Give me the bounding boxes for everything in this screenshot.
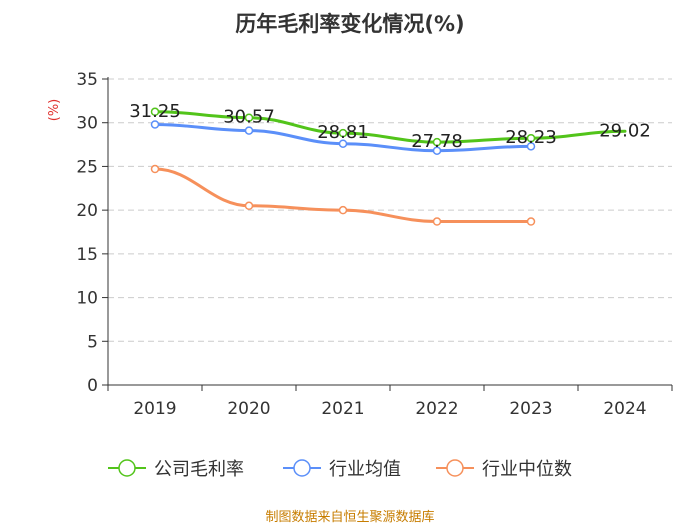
- data-label: 31.25: [129, 101, 181, 122]
- x-tick-label: 2020: [227, 399, 270, 419]
- y-tick-label: 15: [76, 245, 98, 265]
- data-point: [432, 217, 442, 226]
- y-tick-label: 30: [76, 114, 98, 134]
- x-tick-label: 2023: [509, 399, 552, 419]
- data-label: 27.78: [411, 131, 463, 152]
- legend-label: 行业中位数: [482, 459, 572, 480]
- legend-label: 行业均值: [329, 459, 401, 480]
- legend-swatch-marker: [293, 459, 311, 477]
- data-point: [338, 205, 348, 215]
- data-point: [526, 217, 536, 226]
- data-point: [432, 137, 442, 147]
- x-tick-label: 2022: [415, 399, 458, 419]
- data-point: [150, 120, 160, 129]
- data-label: 29.02: [599, 120, 651, 141]
- data-point: [526, 142, 536, 151]
- data-point: [244, 126, 254, 135]
- data-label: 30.57: [223, 107, 275, 128]
- y-tick-label: 10: [76, 289, 98, 309]
- source-note: 制图数据来自恒生聚源数据库: [265, 510, 435, 525]
- y-axis-label: (%): [47, 99, 62, 122]
- data-point: [526, 133, 536, 143]
- data-point: [338, 128, 348, 138]
- x-tick-label: 2019: [133, 399, 176, 419]
- legend-label: 公司毛利率: [154, 459, 244, 480]
- data-point: [338, 139, 348, 148]
- chart-title: 历年毛利率变化情况(%): [235, 12, 465, 36]
- legend-swatch-marker: [118, 459, 136, 477]
- x-tick-label: 2021: [321, 399, 364, 419]
- y-tick-label: 20: [76, 201, 98, 221]
- data-point: [150, 164, 160, 174]
- x-tick-label: 2024: [603, 399, 646, 419]
- y-tick-label: 0: [87, 376, 98, 396]
- data-point: [150, 107, 160, 117]
- y-tick-label: 25: [76, 157, 98, 177]
- data-point: [244, 201, 254, 211]
- y-tick-label: 5: [87, 332, 98, 352]
- data-label: 28.23: [505, 127, 557, 148]
- legend-swatch-marker: [446, 459, 464, 477]
- data-label: 28.81: [317, 122, 369, 143]
- series-line: [153, 110, 627, 144]
- y-tick-label: 35: [76, 70, 98, 90]
- data-point: [432, 146, 442, 155]
- data-point: [244, 113, 254, 122]
